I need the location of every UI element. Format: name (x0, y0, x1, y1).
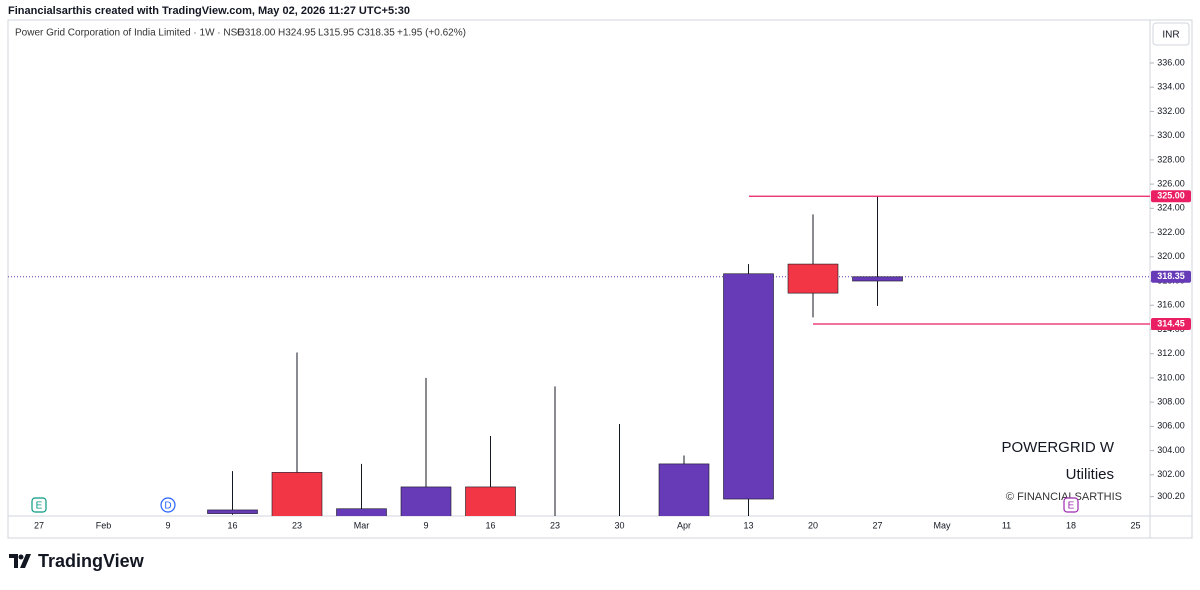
y-tick-label: 304.00 (1157, 445, 1185, 455)
frame (7, 19, 1193, 539)
low: L315.95 (318, 28, 355, 39)
candle-body (207, 509, 258, 514)
price-label-box (1151, 190, 1191, 203)
x-tick-label: 9 (165, 520, 170, 530)
y-tick-label: 328.00 (1157, 154, 1185, 164)
price-label: 318.35 (1157, 271, 1185, 281)
x-tick-label: 9 (423, 520, 428, 530)
price-label: 325.00 (1157, 191, 1185, 201)
event-label: E (1068, 501, 1075, 512)
x-tick-label: 27 (34, 520, 44, 530)
x-tick-label: 20 (808, 520, 818, 530)
x-tick-label: 11 (1002, 520, 1011, 530)
y-tick-label: 332.00 (1157, 106, 1185, 116)
candle-body (658, 463, 710, 516)
close: C318.35 (357, 28, 395, 39)
price-label-box (1151, 270, 1191, 283)
currency-box[interactable] (1152, 22, 1190, 46)
change: +1.95 (+0.62%) (397, 28, 466, 39)
candle-body (465, 486, 516, 516)
candle-body (787, 263, 839, 294)
y-tick-label: 320.00 (1157, 251, 1185, 261)
x-tick-label: Feb (96, 520, 112, 530)
y-tick-label: 308.00 (1157, 397, 1185, 407)
plot (8, 195, 1150, 537)
y-tick-label: 310.00 (1157, 372, 1185, 382)
y-tick-label: 300.20 (1157, 491, 1185, 501)
candle-body (852, 276, 903, 282)
y-tick-label: 316.00 (1157, 300, 1185, 310)
logo-text: TradingView (38, 551, 145, 571)
watermark-sector: Utilities (1066, 466, 1114, 483)
x-tick-label: Mar (354, 520, 370, 530)
candle-body (336, 508, 387, 516)
event-icon (160, 497, 176, 513)
high: H324.95 (278, 28, 316, 39)
y-tick-label: 336.00 (1157, 57, 1185, 67)
y-tick-label: 312.00 (1157, 348, 1185, 358)
credit: Financialsarthis created with TradingVie… (8, 5, 410, 17)
y-tick-label: 324.00 (1157, 203, 1185, 213)
x-tick-label: 18 (1066, 520, 1076, 530)
event-label: E (36, 501, 43, 512)
x-tick-label: 27 (872, 520, 882, 530)
symbol: Power Grid Corporation of India Limited … (15, 28, 244, 39)
x-tick-label: 13 (743, 520, 753, 530)
y-tick-label: 302.00 (1157, 469, 1185, 479)
event-icon (31, 497, 47, 513)
x-tick-label: 16 (485, 520, 495, 530)
candle-body (400, 486, 452, 516)
x-tick-label: 30 (614, 520, 624, 530)
x-tick-label: May (933, 520, 951, 530)
price-label: 314.45 (1157, 318, 1185, 328)
x-tick-label: 23 (550, 520, 560, 530)
currency[interactable]: INR (1162, 30, 1179, 41)
open: O318.00 (237, 28, 276, 39)
x-tick-label: 23 (292, 520, 302, 530)
candle-body (271, 472, 323, 516)
y-tick-label: 326.00 (1157, 178, 1185, 188)
event-label: D (164, 501, 171, 512)
candle-body (595, 529, 645, 537)
logo: TradingView (9, 551, 145, 571)
y-tick-label: 330.00 (1157, 130, 1185, 140)
watermark-symbol: POWERGRID W (1002, 439, 1115, 456)
x-tick-label: Apr (677, 520, 691, 530)
x-tick-label: 16 (227, 520, 237, 530)
price-label-box (1151, 318, 1191, 331)
x-tick-label: 25 (1130, 520, 1140, 530)
y-tick-label: 306.00 (1157, 421, 1185, 431)
event-icon (1063, 497, 1079, 513)
candle-body (723, 273, 774, 500)
watermark-copyright: © FINANCIALSARTHIS (1006, 491, 1122, 503)
y-tick-label: 334.00 (1157, 82, 1185, 92)
y-tick-label: 322.00 (1157, 227, 1185, 237)
